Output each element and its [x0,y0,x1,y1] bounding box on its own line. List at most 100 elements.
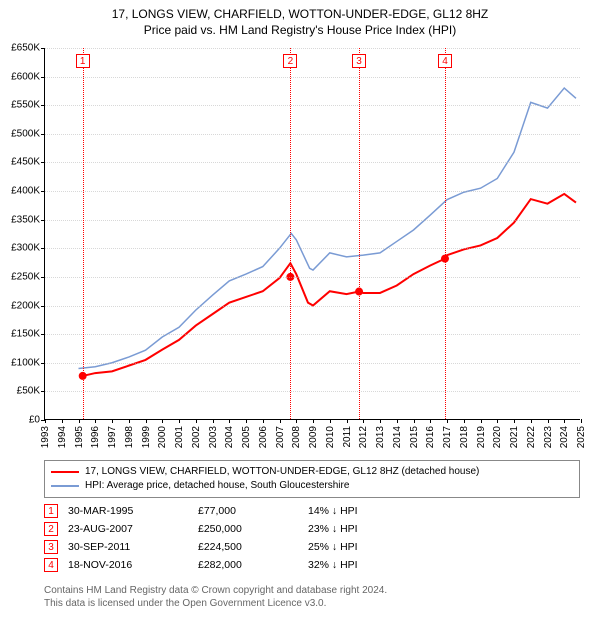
gridline [45,162,580,163]
x-tick [45,419,46,423]
gridline [45,277,580,278]
event-price: £224,500 [198,538,298,556]
x-axis-label: 2013 [375,426,386,448]
x-tick [179,419,180,423]
x-tick [95,419,96,423]
x-axis-label: 2018 [459,426,470,448]
x-tick [213,419,214,423]
x-axis-label: 1994 [57,426,68,448]
chart: 1234 [44,48,580,420]
x-tick [347,419,348,423]
event-number: 3 [44,540,58,554]
gridline [45,48,580,49]
gridline [45,220,580,221]
x-axis-label: 1999 [141,426,152,448]
event-line [290,48,291,419]
x-axis-label: 1996 [90,426,101,448]
title-line-2: Price paid vs. HM Land Registry's House … [0,22,600,38]
x-tick [531,419,532,423]
y-axis-label: £200K [0,300,40,311]
event-marker: 2 [283,54,297,68]
event-line [359,48,360,419]
x-tick [564,419,565,423]
y-tick [41,105,45,106]
event-marker: 1 [76,54,90,68]
footer-line-1: Contains HM Land Registry data © Crown c… [44,584,580,597]
y-axis-label: £250K [0,271,40,282]
gridline [45,191,580,192]
x-tick [280,419,281,423]
x-tick [79,419,80,423]
event-date: 18-NOV-2016 [68,556,188,574]
y-tick [41,277,45,278]
series-property [83,194,576,376]
x-tick [196,419,197,423]
event-line [445,48,446,419]
y-tick [41,191,45,192]
x-tick [330,419,331,423]
y-axis-label: £550K [0,100,40,111]
y-tick [41,334,45,335]
x-tick [112,419,113,423]
x-axis-label: 2023 [543,426,554,448]
event-row: 130-MAR-1995£77,00014% ↓ HPI [44,502,580,520]
legend-label: 17, LONGS VIEW, CHARFIELD, WOTTON-UNDER-… [85,465,479,479]
plot-svg [45,48,581,420]
y-axis-label: £300K [0,243,40,254]
footer-line-2: This data is licensed under the Open Gov… [44,597,580,610]
legend: 17, LONGS VIEW, CHARFIELD, WOTTON-UNDER-… [44,460,580,498]
x-tick [363,419,364,423]
gridline [45,248,580,249]
y-axis-label: £150K [0,329,40,340]
events-table: 130-MAR-1995£77,00014% ↓ HPI223-AUG-2007… [44,502,580,574]
event-price: £282,000 [198,556,298,574]
y-axis-label: £50K [0,386,40,397]
x-tick [380,419,381,423]
y-axis-label: £100K [0,357,40,368]
y-axis-label: £650K [0,43,40,54]
x-axis-label: 2002 [191,426,202,448]
y-tick [41,134,45,135]
y-tick [41,220,45,221]
x-axis-label: 2010 [325,426,336,448]
event-number: 2 [44,522,58,536]
y-axis-label: £600K [0,71,40,82]
legend-label: HPI: Average price, detached house, Sout… [85,479,349,493]
x-axis-label: 2016 [425,426,436,448]
gridline [45,134,580,135]
legend-swatch [51,471,79,473]
event-delta: 14% ↓ HPI [308,502,408,520]
x-axis-label: 2004 [224,426,235,448]
footer: Contains HM Land Registry data © Crown c… [44,584,580,610]
x-tick [62,419,63,423]
y-tick [41,248,45,249]
x-tick [447,419,448,423]
legend-swatch [51,485,79,487]
x-axis-label: 2001 [174,426,185,448]
x-axis-label: 2005 [241,426,252,448]
y-axis-label: £0 [0,415,40,426]
y-tick [41,77,45,78]
title-line-1: 17, LONGS VIEW, CHARFIELD, WOTTON-UNDER-… [0,6,600,22]
y-axis-label: £450K [0,157,40,168]
x-tick [146,419,147,423]
event-delta: 32% ↓ HPI [308,556,408,574]
gridline [45,105,580,106]
x-tick [414,419,415,423]
event-row: 223-AUG-2007£250,00023% ↓ HPI [44,520,580,538]
x-axis-label: 2006 [258,426,269,448]
event-date: 30-MAR-1995 [68,502,188,520]
x-axis-label: 2007 [275,426,286,448]
y-tick [41,391,45,392]
x-axis-label: 2020 [492,426,503,448]
y-tick [41,48,45,49]
event-line [83,48,84,419]
y-tick [41,363,45,364]
y-axis-label: £400K [0,186,40,197]
x-axis-label: 1995 [74,426,85,448]
event-row: 330-SEP-2011£224,50025% ↓ HPI [44,538,580,556]
x-tick [296,419,297,423]
x-tick [464,419,465,423]
event-delta: 25% ↓ HPI [308,538,408,556]
title-block: 17, LONGS VIEW, CHARFIELD, WOTTON-UNDER-… [0,0,600,38]
